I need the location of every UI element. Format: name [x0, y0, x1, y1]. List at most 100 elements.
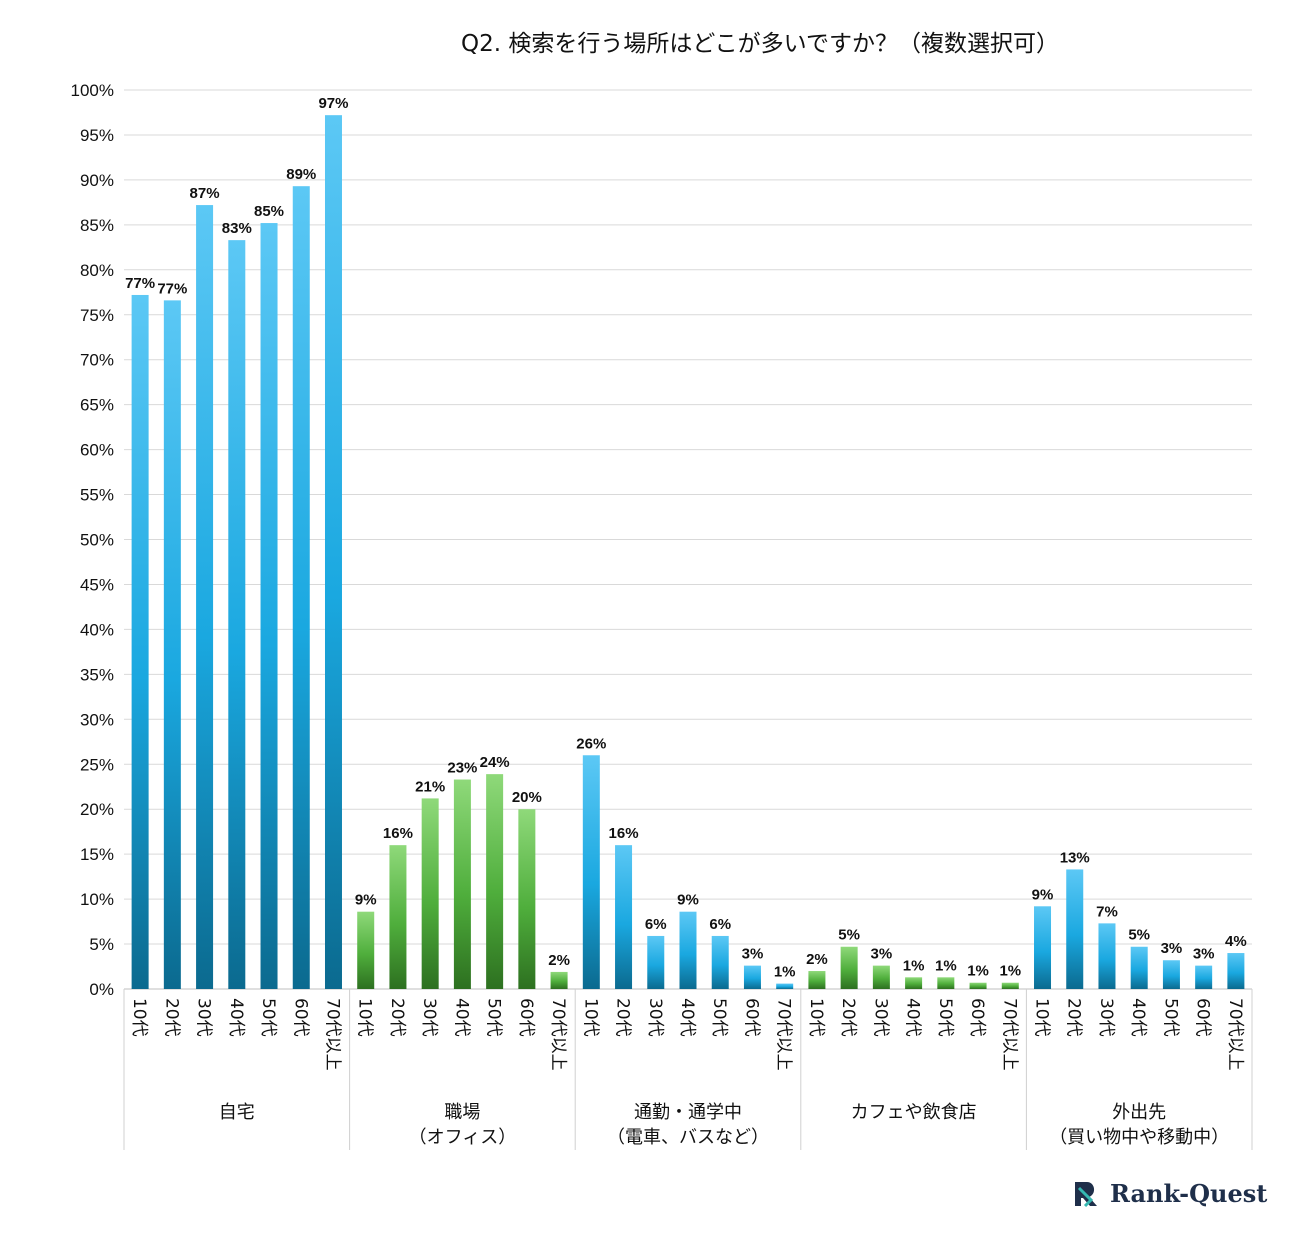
y-tick-label: 75%: [80, 306, 114, 325]
data-label: 5%: [838, 927, 860, 944]
data-label: 2%: [806, 951, 828, 968]
bar: [905, 977, 923, 989]
x-tick-label: 10代: [580, 998, 600, 1037]
rank-quest-logo-icon: [1075, 1182, 1097, 1208]
x-tick-label: 60代: [290, 998, 310, 1037]
y-tick-label: 30%: [80, 710, 114, 729]
bar: [421, 798, 439, 989]
data-label: 13%: [1060, 849, 1090, 866]
x-tick-label: 10代: [355, 998, 375, 1037]
rank-quest-logo-text: Rank-Quest: [1110, 1179, 1267, 1208]
x-tick-label: 20代: [613, 998, 633, 1037]
data-label: 20%: [512, 789, 542, 806]
group-label: カフェや飲食店: [851, 1102, 977, 1123]
x-tick-label: 40代: [451, 998, 471, 1037]
bar: [808, 971, 826, 989]
data-label: 1%: [999, 963, 1021, 980]
bar: [647, 935, 665, 989]
data-label: 3%: [1161, 940, 1183, 957]
x-tick-label: 60代: [516, 998, 536, 1037]
data-label: 24%: [480, 754, 510, 771]
data-label: 89%: [286, 166, 316, 183]
data-label: 83%: [222, 220, 252, 237]
bar: [292, 186, 310, 989]
data-label: 2%: [548, 952, 570, 969]
bar: [872, 965, 890, 989]
bar: [1195, 965, 1213, 989]
x-tick-label: 70代以上: [999, 998, 1019, 1071]
bar: [776, 983, 794, 989]
data-label: 4%: [1225, 933, 1247, 950]
x-tick-label: 40代: [1128, 998, 1148, 1037]
bar: [1001, 982, 1019, 989]
data-label: 6%: [645, 916, 667, 933]
x-tick-label: 70代以上: [322, 998, 342, 1071]
chart-title: Q2. 検索を行う場所はどこが多いですか？（複数選択可）: [461, 31, 1059, 57]
data-label: 9%: [677, 892, 699, 909]
data-label: 77%: [157, 280, 187, 297]
data-label: 77%: [125, 275, 155, 292]
bar: [453, 779, 471, 989]
x-tick-label: 20代: [838, 998, 858, 1037]
bar: [324, 115, 342, 989]
x-tick-label: 50代: [1160, 998, 1180, 1037]
bar: [518, 809, 536, 989]
data-label: 16%: [609, 825, 639, 842]
x-tick-label: 70代以上: [774, 998, 794, 1071]
x-tick-label: 30代: [419, 998, 439, 1037]
x-tick-label: 30代: [870, 998, 890, 1037]
bar: [1227, 953, 1245, 989]
data-label: 23%: [447, 760, 477, 777]
y-tick-label: 85%: [80, 216, 114, 235]
y-tick-label: 15%: [80, 845, 114, 864]
x-tick-label: 40代: [677, 998, 697, 1037]
bar: [1130, 946, 1148, 989]
data-label: 97%: [318, 95, 348, 112]
y-tick-label: 45%: [80, 575, 114, 594]
y-tick-label: 95%: [80, 126, 114, 145]
data-label: 3%: [871, 946, 893, 963]
bar: [615, 845, 633, 989]
y-axis: 0% 5% 10% 15% 20% 25% 30% 35% 40% 45% 50% 55% 60% 65%…: [71, 81, 114, 999]
bars: [131, 115, 1245, 990]
data-label: 6%: [709, 916, 731, 933]
bar: [228, 240, 246, 989]
bar: [486, 774, 504, 989]
x-tick-label: 40代: [903, 998, 923, 1037]
x-tick-label: 60代: [1193, 998, 1213, 1037]
bar: [389, 845, 407, 989]
y-tick-label: 25%: [80, 755, 114, 774]
data-label: 85%: [254, 203, 284, 220]
bar: [840, 946, 858, 989]
x-tick-label: 10代: [1032, 998, 1052, 1037]
y-tick-label: 55%: [80, 486, 114, 505]
x-tick-label: 70代以上: [548, 998, 568, 1071]
y-tick-label: 50%: [80, 531, 114, 550]
y-tick-label: 40%: [80, 620, 114, 639]
bar: [969, 982, 987, 989]
bar: [163, 300, 181, 990]
x-tick-label: 20代: [1064, 998, 1084, 1037]
y-tick-label: 65%: [80, 396, 114, 415]
y-tick-label: 80%: [80, 261, 114, 280]
x-tick-label: 70代以上: [1225, 998, 1245, 1071]
bar: [743, 965, 761, 989]
y-tick-label: 90%: [80, 171, 114, 190]
y-tick-label: 0%: [89, 980, 114, 999]
group-label: 自宅: [219, 1102, 255, 1123]
x-tick-label: 50代: [709, 998, 729, 1037]
x-tick-label: 10代: [806, 998, 826, 1037]
y-tick-label: 20%: [80, 800, 114, 819]
group-label: 外出先（買い物中や移動中）: [1049, 1102, 1229, 1148]
x-tick-label: 30代: [645, 998, 665, 1037]
bar: [711, 935, 729, 989]
data-labels: 77% 77% 87% 83%85% 89% 97% 9% 16% 21%23% 24% 20% 2%…: [125, 95, 1247, 980]
data-label: 26%: [576, 735, 606, 752]
data-label: 87%: [190, 185, 220, 202]
data-label: 9%: [1032, 886, 1054, 903]
bar: [1066, 869, 1084, 989]
data-label: 1%: [774, 964, 796, 981]
data-label: 1%: [903, 957, 925, 974]
